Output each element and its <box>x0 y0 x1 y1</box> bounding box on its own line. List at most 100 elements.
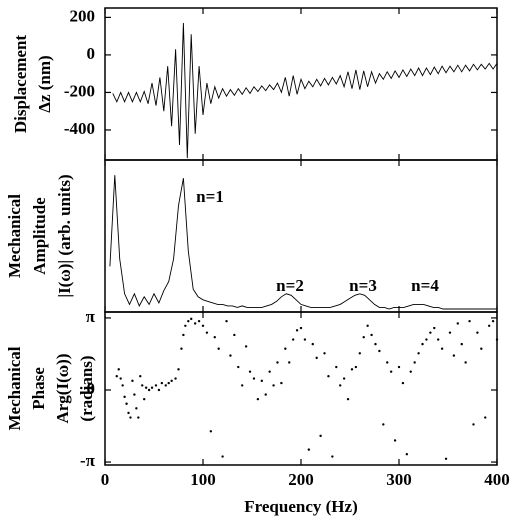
data-point <box>129 416 132 419</box>
data-point <box>131 379 134 383</box>
data-point <box>147 388 151 392</box>
data-point <box>209 430 213 433</box>
data-point <box>335 365 338 369</box>
data-point <box>225 319 228 323</box>
data-point <box>386 361 389 364</box>
data-point <box>187 319 190 323</box>
data-point <box>476 331 479 334</box>
data-point <box>139 375 142 378</box>
y-tick-label: -200 <box>64 81 95 100</box>
data-point <box>366 324 369 327</box>
data-point <box>389 370 393 373</box>
data-point <box>150 386 154 389</box>
data-point <box>205 331 209 334</box>
data-point <box>295 329 299 332</box>
data-point <box>452 354 456 357</box>
data-point <box>299 326 303 330</box>
data-point <box>143 397 146 401</box>
data-point <box>125 402 128 405</box>
data-point <box>350 368 354 371</box>
data-point <box>484 416 487 419</box>
y-tick-label: 200 <box>70 6 96 25</box>
data-point <box>144 386 148 389</box>
data-point <box>401 381 405 385</box>
data-point <box>370 333 373 337</box>
data-point <box>201 324 205 327</box>
annotation: n=3 <box>349 276 377 295</box>
data-point <box>397 365 401 369</box>
data-point <box>448 331 452 334</box>
data-point <box>160 381 164 385</box>
x-tick-label: 200 <box>288 470 314 489</box>
data-point <box>123 395 126 399</box>
data-point <box>177 368 180 371</box>
x-tick-label: 300 <box>386 470 412 489</box>
data-point <box>276 361 279 364</box>
y-tick-label: -π <box>80 451 96 470</box>
data-point <box>221 455 224 458</box>
data-line <box>109 175 497 310</box>
data-point <box>288 361 291 364</box>
data-point <box>180 347 183 350</box>
y-axis-label: Displacement <box>11 35 30 134</box>
y-axis-label: Mechanical <box>5 346 24 430</box>
data-point <box>413 361 416 364</box>
data-point <box>167 381 170 385</box>
data-point <box>182 333 185 337</box>
data-point <box>117 368 120 371</box>
data-point <box>311 342 314 346</box>
data-point <box>256 397 260 401</box>
data-point <box>472 423 475 426</box>
data-point <box>115 375 118 378</box>
data-point <box>213 336 216 339</box>
data-point <box>229 354 232 357</box>
data-point <box>456 322 459 325</box>
annotation: n=1 <box>196 187 224 206</box>
data-point <box>303 338 307 341</box>
annotation: n=4 <box>411 276 439 295</box>
data-point <box>437 338 440 341</box>
data-point <box>382 423 385 426</box>
data-point <box>217 347 220 350</box>
data-point <box>346 397 350 401</box>
data-point <box>425 338 428 341</box>
y-axis-label: Mechanical <box>5 194 24 278</box>
data-point <box>237 365 240 369</box>
data-point <box>409 370 412 373</box>
data-point <box>354 365 358 369</box>
data-point <box>174 377 177 380</box>
y-axis-label: Arg(I(ω)) <box>53 353 72 423</box>
data-point <box>464 361 467 364</box>
x-axis-label: Frequency (Hz) <box>244 497 357 516</box>
data-point <box>429 331 432 334</box>
data-point <box>421 342 424 346</box>
data-point <box>260 379 263 383</box>
y-tick-label: π <box>86 307 96 326</box>
y-axis-label: Phase <box>29 367 48 410</box>
data-point <box>248 370 252 373</box>
data-point <box>433 326 436 330</box>
data-point <box>460 342 463 346</box>
x-tick-label: 0 <box>101 470 110 489</box>
data-point <box>480 347 483 350</box>
data-point <box>319 434 322 438</box>
data-point <box>121 384 124 387</box>
data-point <box>280 381 283 385</box>
data-point <box>284 347 287 350</box>
annotation: n=2 <box>276 276 304 295</box>
x-tick-label: 100 <box>190 470 216 489</box>
data-point <box>252 377 256 380</box>
data-line <box>112 22 498 159</box>
data-point <box>362 336 365 339</box>
data-point <box>495 338 499 341</box>
panel-frame <box>104 7 498 161</box>
data-point <box>444 457 448 461</box>
data-point <box>417 352 420 355</box>
data-point <box>323 352 326 355</box>
data-point <box>193 322 197 325</box>
data-point <box>133 393 136 396</box>
data-point <box>405 453 409 456</box>
data-point <box>154 384 158 387</box>
data-point <box>268 370 271 373</box>
data-point <box>170 379 173 383</box>
